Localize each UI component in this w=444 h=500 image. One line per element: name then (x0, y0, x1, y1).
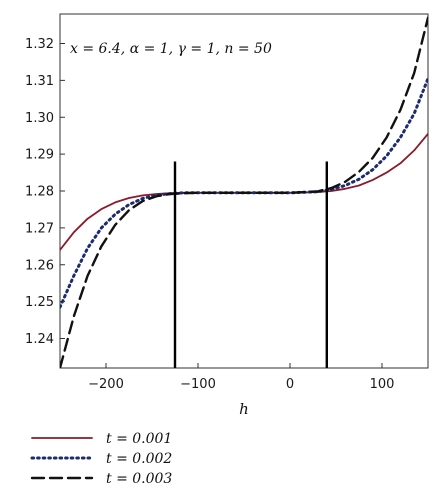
y-tick-label: 1.25 (25, 295, 54, 310)
legend: t = 0.001 t = 0.002 t = 0.003 (30, 431, 172, 487)
y-tick-label: 1.29 (25, 148, 54, 163)
y-axis: 1.24 1.25 1.26 1.27 1.28 1.29 1.30 1.31 1.32 (25, 37, 65, 347)
plot-frame (59, 13, 429, 369)
legend-label-1: t = 0.001 (106, 431, 172, 447)
series-line-3 (60, 16, 428, 368)
y-tick-label: 1.26 (25, 258, 54, 273)
legend-label-3: t = 0.003 (106, 471, 172, 487)
y-tick-label: 1.24 (25, 332, 54, 347)
x-axis-label: h (239, 400, 249, 418)
x-tick-label: −100 (180, 377, 216, 392)
chart-annotation: x = 6.4, α = 1, γ = 1, n = 50 (70, 41, 272, 57)
y-tick-label: 1.30 (25, 111, 54, 126)
legend-label-2: t = 0.002 (106, 451, 172, 467)
plot-area (60, 16, 428, 368)
x-tick-label: 100 (370, 377, 395, 392)
y-tick-label: 1.27 (25, 221, 54, 236)
x-tick-label: −200 (88, 377, 124, 392)
x-axis: −200 −100 0 100 (88, 363, 394, 392)
x-tick-label: 0 (286, 377, 294, 392)
y-tick-label: 1.32 (25, 37, 54, 52)
y-tick-label: 1.28 (25, 185, 54, 200)
y-tick-label: 1.31 (25, 74, 54, 89)
